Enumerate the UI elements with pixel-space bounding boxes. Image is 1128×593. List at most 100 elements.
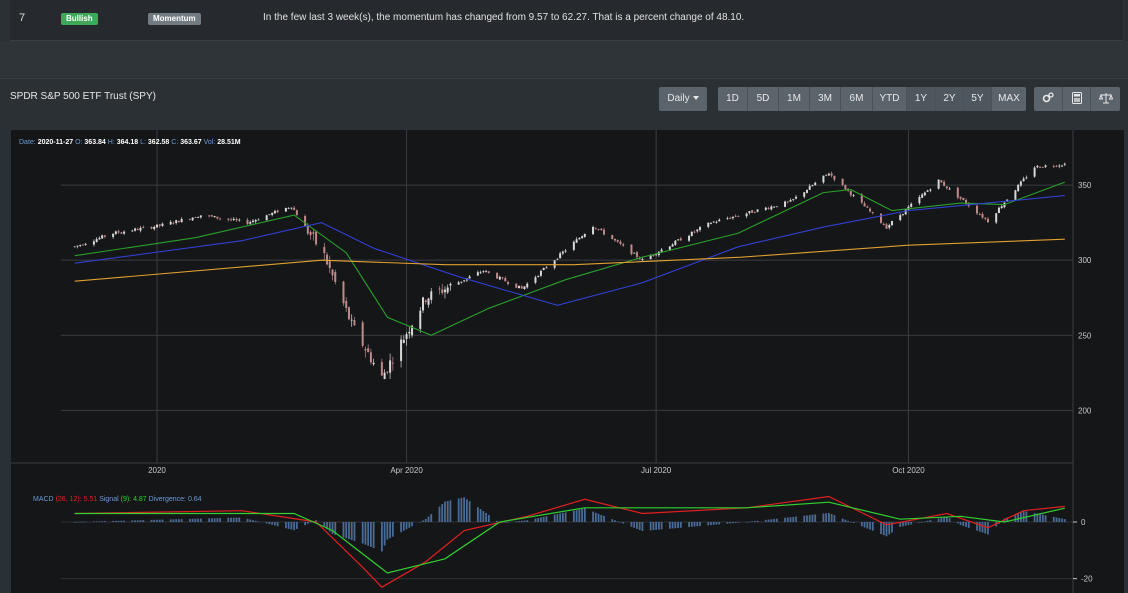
- histogram-bar: [808, 515, 811, 522]
- candle-body: [559, 253, 562, 259]
- candle-body: [254, 219, 257, 222]
- candle-body: [981, 213, 984, 218]
- histogram-bar: [581, 508, 583, 522]
- histogram-bar: [852, 522, 855, 523]
- balance-scale-button[interactable]: [1091, 87, 1120, 111]
- candle-body: [150, 226, 153, 229]
- candle-body: [784, 201, 787, 207]
- range-button-1y[interactable]: 1Y: [907, 87, 936, 111]
- candlesticks: [73, 162, 1066, 380]
- range-button-ytd[interactable]: YTD: [873, 87, 907, 111]
- candle-body: [748, 211, 751, 214]
- range-button-6m[interactable]: 6M: [841, 87, 873, 111]
- candle-body: [369, 352, 372, 363]
- candle-body: [446, 287, 449, 293]
- candle-body: [257, 219, 260, 221]
- histogram-bar: [803, 515, 806, 522]
- candle-body: [389, 360, 392, 373]
- histogram-bar: [847, 520, 850, 522]
- candle-body: [619, 241, 622, 244]
- candle-body: [230, 219, 233, 221]
- candle-body: [709, 223, 712, 224]
- stock-chart[interactable]: 350 300 250 200 2020 Apr 2020 Jul 2020 Oct 202…: [11, 130, 1124, 593]
- histogram-bar: [364, 522, 367, 545]
- candle-body: [265, 215, 268, 221]
- range-button-5d[interactable]: 5D: [748, 87, 779, 111]
- histogram-bar: [523, 520, 526, 522]
- range-button-5y[interactable]: 5Y: [964, 87, 992, 111]
- candle-body: [457, 282, 460, 285]
- candle-body: [400, 339, 403, 361]
- candle-body: [734, 215, 737, 217]
- histogram-bar: [446, 500, 449, 522]
- histogram-bar: [929, 520, 932, 522]
- candle-body: [578, 237, 581, 240]
- histogram-bar: [882, 522, 885, 536]
- candle-body: [304, 216, 307, 227]
- candle-body: [1039, 166, 1042, 168]
- histogram-bar: [921, 522, 924, 523]
- histogram-bar: [405, 522, 408, 530]
- candle-body: [995, 213, 998, 223]
- histogram-bar: [806, 515, 808, 522]
- histogram-bar: [745, 522, 748, 523]
- candle-body: [523, 286, 526, 290]
- histogram-bar: [710, 522, 712, 526]
- histogram-bar: [849, 521, 852, 523]
- histogram-bar: [515, 521, 518, 522]
- candle-body: [518, 285, 521, 289]
- histogram-bar: [304, 522, 306, 526]
- histogram-bar: [265, 522, 268, 524]
- histogram-bar: [891, 522, 893, 533]
- candle-body: [482, 270, 485, 272]
- price-chart-svg[interactable]: 350 300 250 200 2020 Apr 2020 Jul 2020 Oct 202…: [11, 130, 1124, 593]
- candle-body: [350, 319, 353, 321]
- histogram-bar: [945, 516, 948, 522]
- candle-body: [1017, 184, 1020, 191]
- histogram-bar: [1036, 513, 1039, 522]
- histogram-bar: [899, 522, 902, 527]
- candle-body: [367, 348, 370, 353]
- histogram-bar: [597, 513, 600, 522]
- candle-body: [655, 254, 658, 256]
- candle-body: [476, 272, 479, 276]
- histogram-bar: [271, 522, 274, 525]
- interval-dropdown[interactable]: Daily: [659, 87, 707, 111]
- histogram-bar: [419, 521, 422, 523]
- histogram-bar: [219, 518, 221, 522]
- range-button-1d[interactable]: 1D: [718, 87, 748, 111]
- histogram-bar: [910, 522, 913, 525]
- candle-body: [194, 217, 197, 218]
- candle-body: [246, 219, 249, 225]
- range-button-2y[interactable]: 2Y: [936, 87, 964, 111]
- candle-body: [860, 194, 863, 203]
- candle-body: [572, 241, 575, 250]
- range-button-1m[interactable]: 1M: [779, 87, 810, 111]
- histogram-bar: [1061, 518, 1063, 522]
- histogram-bar: [940, 517, 943, 522]
- histogram-bar: [191, 518, 194, 522]
- candle-body: [866, 206, 869, 208]
- settings-cogs-button[interactable]: [1034, 87, 1063, 111]
- candle-body: [84, 243, 87, 245]
- histogram-bar: [380, 522, 383, 552]
- histogram-bar: [690, 522, 693, 527]
- histogram-bar: [274, 522, 276, 526]
- range-button-3m[interactable]: 3M: [810, 87, 841, 111]
- candle-body: [885, 224, 888, 229]
- histogram-bar: [948, 518, 951, 522]
- candle-body: [827, 173, 830, 176]
- histogram-bar: [422, 520, 424, 522]
- histogram-bar: [438, 506, 441, 522]
- candle-body: [81, 244, 84, 246]
- histogram-bar: [389, 522, 392, 539]
- histogram-bar: [784, 517, 786, 522]
- candle-body: [852, 195, 855, 196]
- candle-body: [616, 240, 619, 242]
- time-tick-label: Oct 2020: [892, 466, 925, 475]
- range-button-max[interactable]: MAX: [992, 87, 1026, 111]
- histogram-bar: [770, 519, 773, 522]
- histogram-bar: [372, 522, 375, 549]
- calculator-button[interactable]: [1063, 87, 1091, 111]
- histogram-bar: [485, 512, 487, 522]
